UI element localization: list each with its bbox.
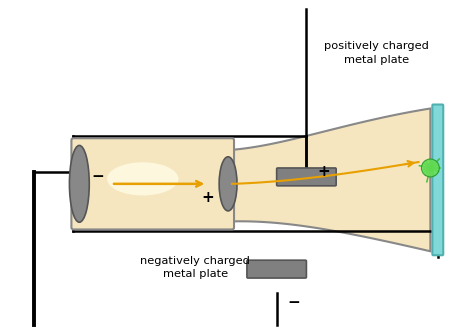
Ellipse shape <box>107 162 179 195</box>
Ellipse shape <box>69 146 89 222</box>
Polygon shape <box>228 109 430 251</box>
Text: negatively charged
metal plate: negatively charged metal plate <box>140 255 250 279</box>
Ellipse shape <box>219 157 237 211</box>
FancyBboxPatch shape <box>277 168 336 186</box>
Text: positively charged
metal plate: positively charged metal plate <box>324 41 429 65</box>
Text: +: + <box>317 164 330 180</box>
Circle shape <box>421 159 439 177</box>
Text: −: − <box>92 169 105 184</box>
FancyBboxPatch shape <box>72 138 234 229</box>
Text: −: − <box>288 295 301 310</box>
FancyBboxPatch shape <box>432 105 443 255</box>
FancyBboxPatch shape <box>247 260 306 278</box>
Text: +: + <box>201 190 214 205</box>
